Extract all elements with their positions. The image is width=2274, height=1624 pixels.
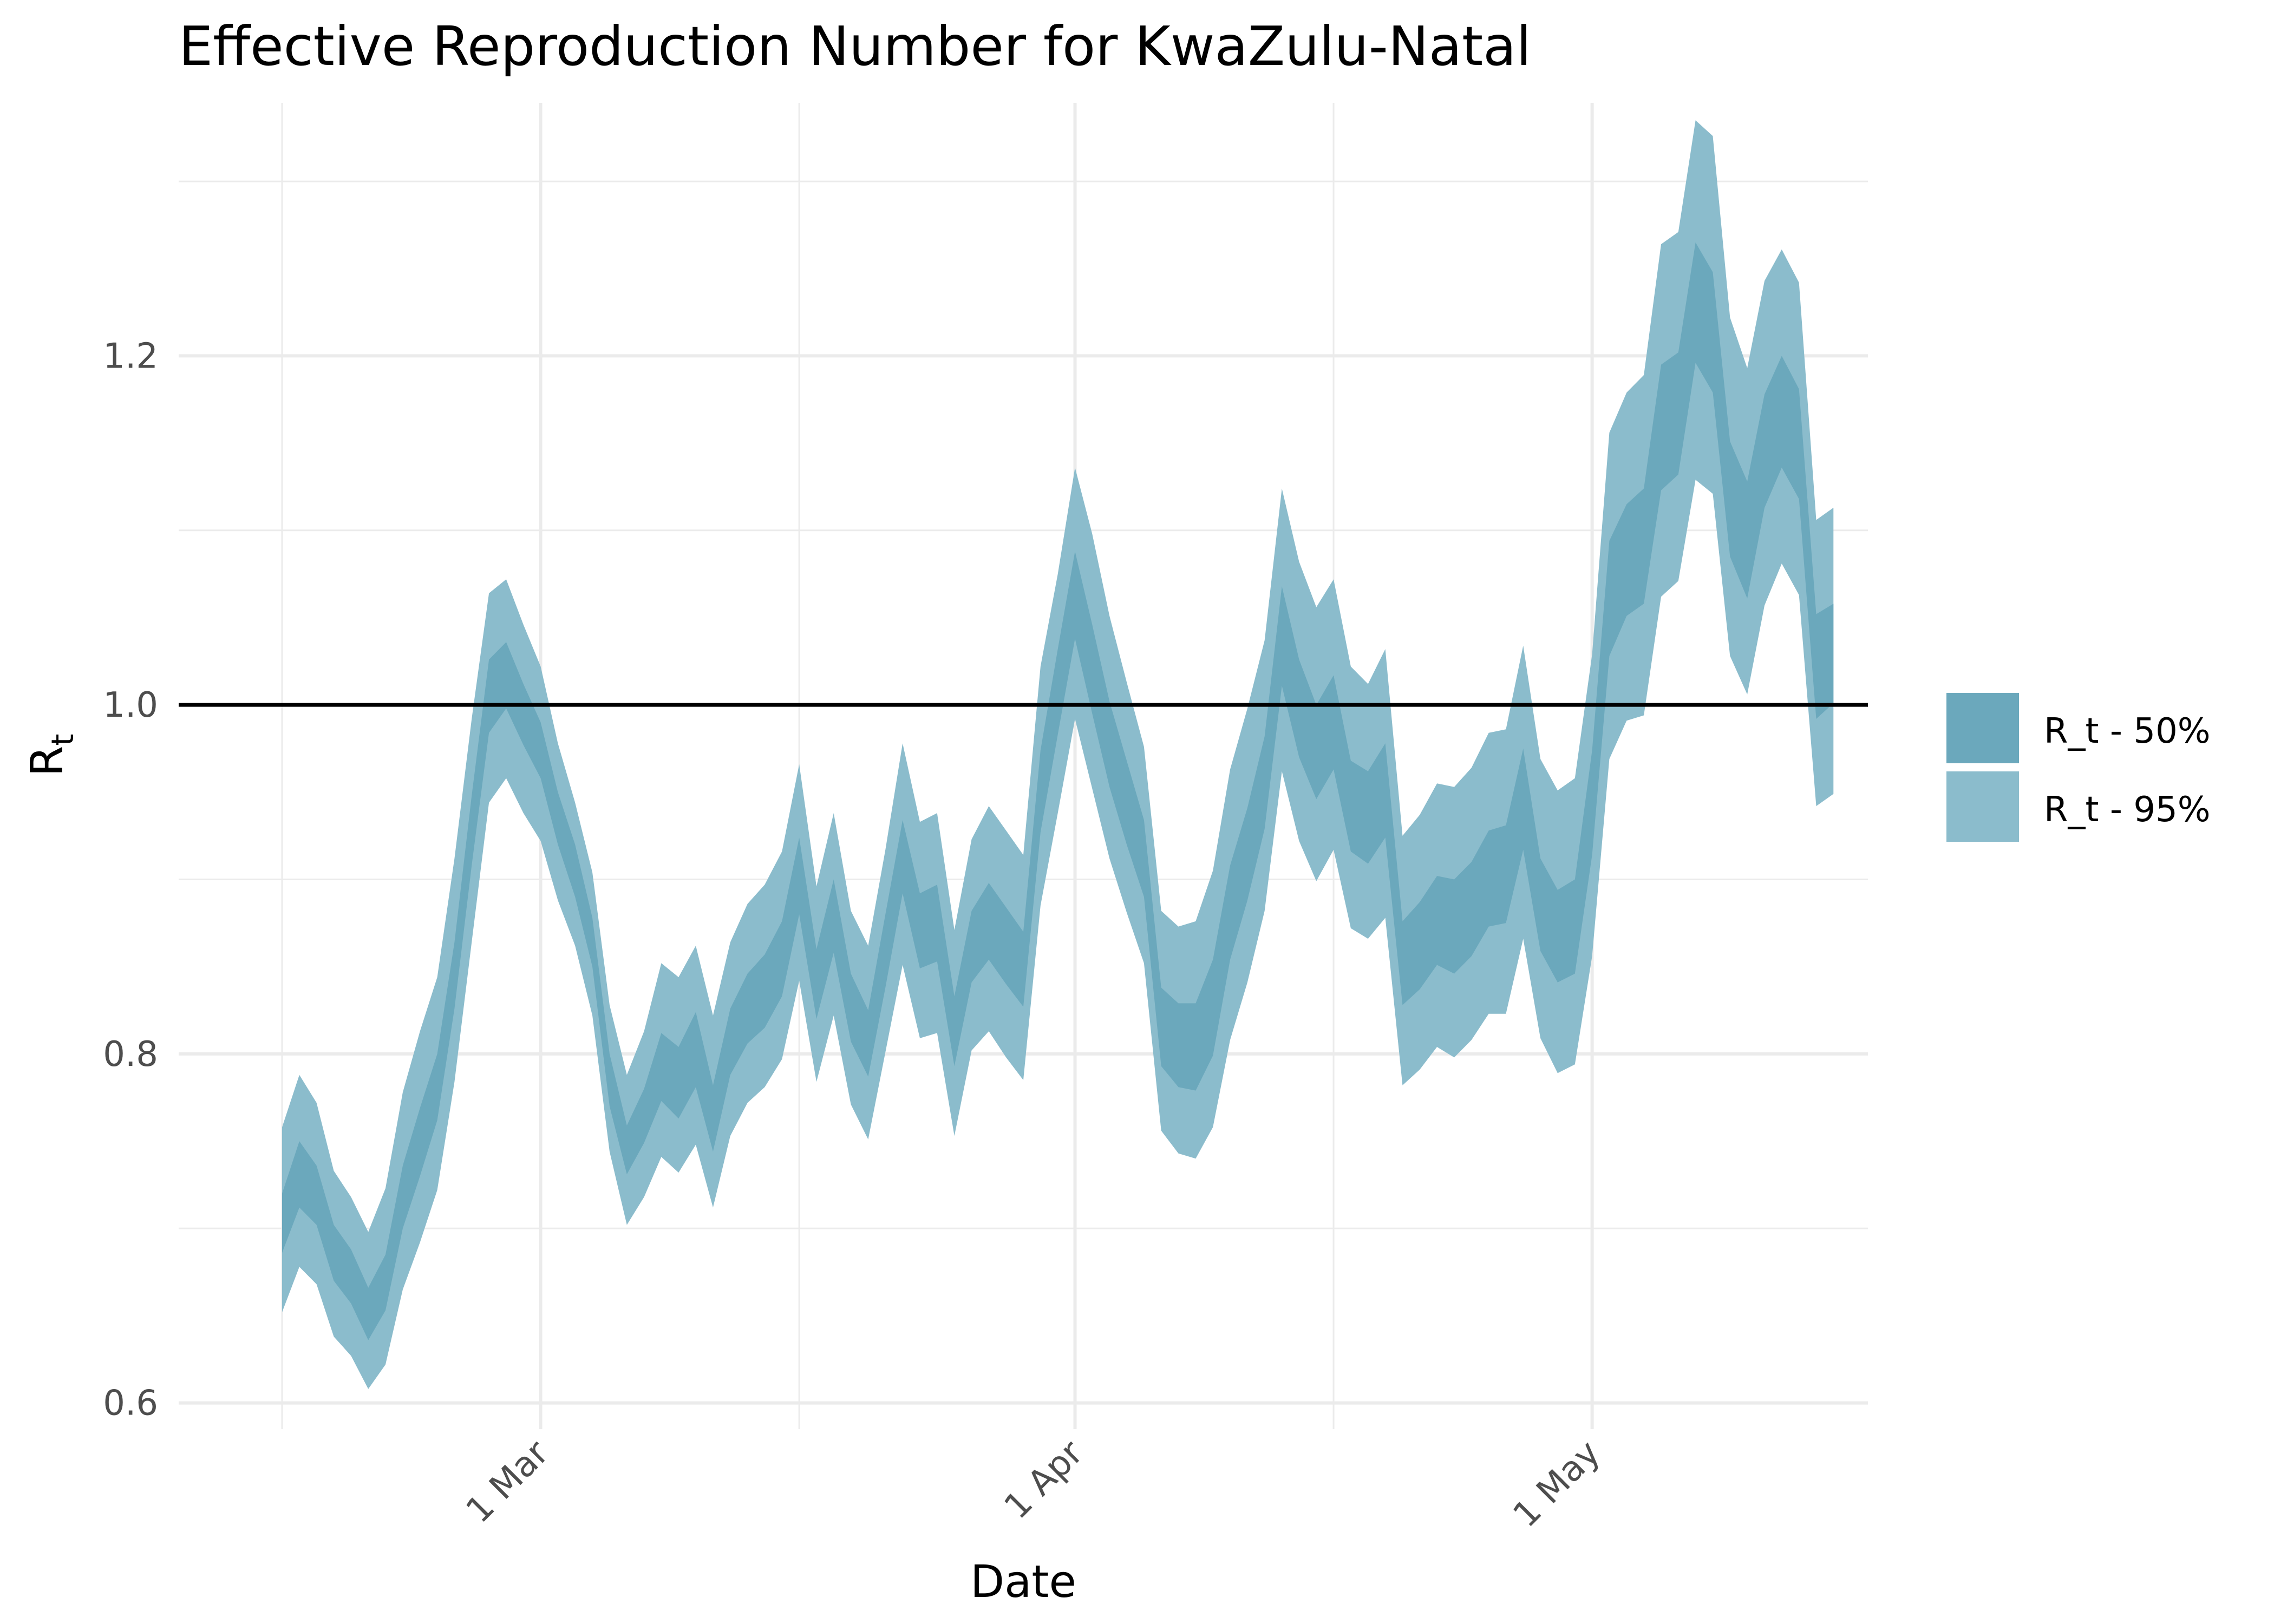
y-axis-title-main: R <box>22 745 73 776</box>
band-50-percent <box>282 242 1834 1340</box>
legend-label-50: R_t - 50% <box>2044 711 2211 751</box>
chart-title: Effective Reproduction Number for KwaZul… <box>179 15 1531 78</box>
svg-text:Rt: Rt <box>22 734 81 777</box>
legend-key-95 <box>1946 771 2019 842</box>
legend-key-50 <box>1946 693 2019 763</box>
legend-label-95: R_t - 95% <box>2044 790 2211 830</box>
y-axis-title: Rt <box>22 734 81 777</box>
y-tick-label: 1.0 <box>103 685 158 725</box>
y-tick-label: 0.6 <box>103 1384 158 1424</box>
y-axis-tick-labels: 0.6 0.8 1.0 1.2 <box>103 336 158 1423</box>
y-tick-label: 1.2 <box>103 336 158 376</box>
y-tick-label: 0.8 <box>103 1034 158 1075</box>
y-axis-title-subscript: t <box>45 734 81 746</box>
x-axis-title: Date <box>970 1556 1076 1608</box>
legend: R_t - 50% R_t - 95% <box>1946 693 2211 842</box>
band-50-area <box>282 242 1834 1340</box>
